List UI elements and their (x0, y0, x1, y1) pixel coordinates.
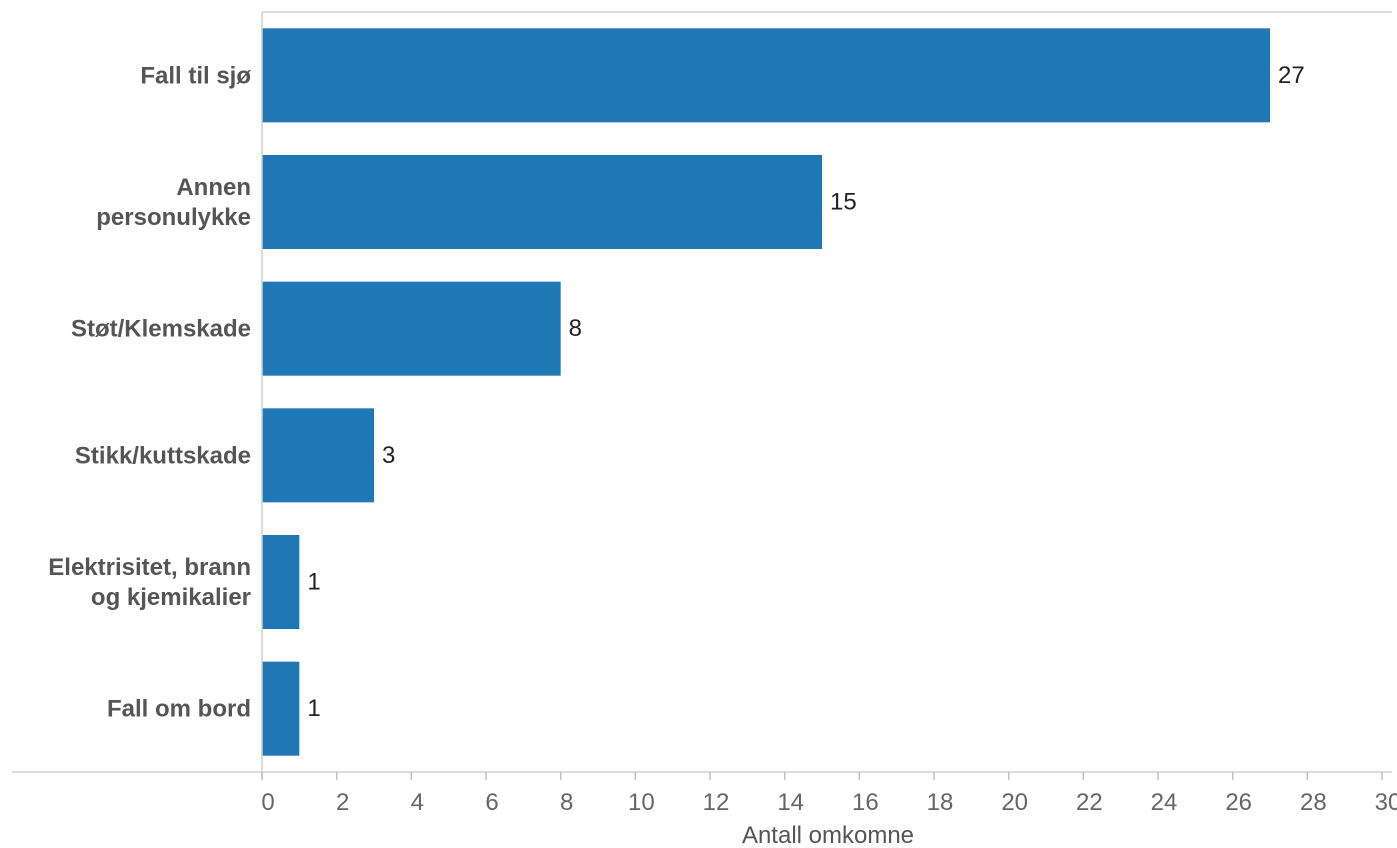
x-tick-label-2: 2 (336, 789, 349, 816)
axes-group (12, 11, 1392, 778)
x-ticks-group: 0 2 4 6 8 10 12 14 16 18 20 22 24 26 28 30 (261, 772, 1397, 816)
category-label-line: Annen (176, 174, 251, 201)
category-label-6: Fall om bord (107, 695, 251, 722)
category-label-4: Stikk/kuttskade (75, 442, 251, 469)
x-tick-label-30: 30 (1375, 789, 1397, 816)
value-label-4: 3 (382, 442, 395, 469)
x-tick-label-28: 28 (1300, 789, 1327, 816)
bar-2 (262, 155, 822, 249)
bar-4 (262, 408, 374, 503)
value-label-2: 15 (830, 189, 857, 216)
x-tick-label-6: 6 (485, 789, 498, 816)
x-tick-label-18: 18 (927, 789, 954, 816)
x-tick-label-16: 16 (852, 789, 879, 816)
x-tick-label-0: 0 (261, 789, 274, 816)
bar-1 (262, 28, 1270, 123)
x-tick-label-4: 4 (411, 789, 424, 816)
bar-6 (262, 661, 300, 756)
x-tick-label-26: 26 (1225, 789, 1252, 816)
value-labels-group: 27 15 8 3 1 1 (307, 62, 1304, 722)
x-tick-label-22: 22 (1076, 789, 1103, 816)
value-label-5: 1 (307, 569, 320, 596)
category-label-line: Stikk/kuttskade (75, 442, 251, 469)
category-label-line: og kjemikalier (91, 584, 251, 611)
category-label-line: personulykke (96, 204, 251, 231)
x-tick-label-14: 14 (777, 789, 804, 816)
category-label-line: Støt/Klemskade (71, 315, 251, 342)
category-labels-group: Fall til sjø Annen personulykke Støt/Klemsk… (48, 62, 251, 722)
x-tick-label-20: 20 (1001, 789, 1028, 816)
value-label-1: 27 (1278, 62, 1305, 89)
value-label-6: 1 (307, 695, 320, 722)
bars-group (262, 28, 1270, 756)
category-label-line: Fall til sjø (140, 62, 251, 89)
category-label-5: Elektrisitet, brann og kjemikalier (48, 554, 251, 611)
category-label-line: Fall om bord (107, 695, 251, 722)
x-tick-label-10: 10 (628, 789, 655, 816)
category-label-3: Støt/Klemskade (71, 315, 251, 342)
x-tick-label-8: 8 (560, 789, 573, 816)
value-label-3: 8 (569, 315, 582, 342)
category-label-2: Annen personulykke (96, 174, 251, 231)
x-tick-label-24: 24 (1151, 789, 1178, 816)
bar-3 (262, 281, 561, 376)
x-axis-title: Antall omkomne (742, 822, 914, 848)
bar-5 (262, 535, 300, 629)
x-tick-label-12: 12 (703, 789, 730, 816)
category-label-1: Fall til sjø (140, 62, 251, 89)
category-label-line: Elektrisitet, brann (48, 554, 251, 581)
